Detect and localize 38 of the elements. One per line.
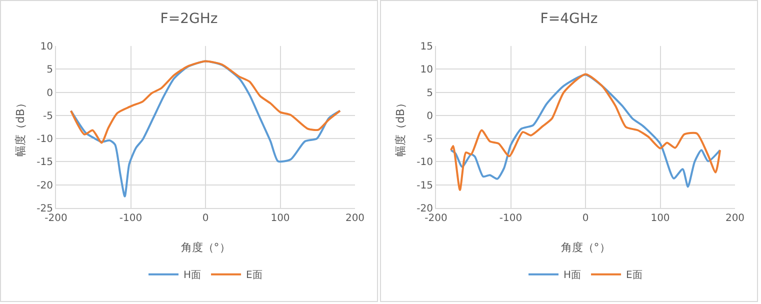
y-tick-label: 5: [46, 64, 53, 76]
y-tick-label: 10: [40, 42, 53, 52]
legend-label: E面: [246, 270, 262, 282]
y-tick-label: -10: [416, 157, 433, 168]
y-axis-title: 幅度（dB）: [14, 98, 27, 156]
y-tick-label: -20: [416, 204, 433, 214]
legend-label: H面: [184, 270, 202, 282]
x-tick-label: 100: [270, 213, 290, 224]
y-tick-label: 5: [426, 88, 433, 99]
y-tick-label: -10: [36, 134, 53, 146]
y-tick-label: -15: [36, 157, 53, 168]
chart-title: F=2GHz: [160, 10, 218, 27]
y-tick-label: -25: [36, 204, 53, 214]
x-axis-title: 角度（°）: [560, 241, 610, 254]
x-tick-label: -100: [119, 213, 142, 224]
y-tick-label: -15: [416, 180, 433, 192]
x-tick-label: -100: [499, 213, 522, 224]
x-tick-label: -200: [44, 213, 68, 224]
x-tick-label: 200: [345, 213, 365, 224]
x-tick-label: -200: [424, 213, 448, 224]
y-axis-title: 幅度（dB）: [394, 98, 407, 156]
line-series: [70, 60, 342, 198]
x-tick-label: 0: [202, 213, 209, 224]
y-tick-label: -5: [43, 110, 53, 122]
x-tick-label: 100: [650, 213, 670, 224]
legend-label: E面: [626, 270, 642, 282]
chart-title: F=4GHz: [540, 10, 598, 27]
y-tick-label: -5: [423, 134, 433, 146]
y-tick-label: 0: [46, 88, 53, 99]
line-series: [70, 60, 342, 144]
y-tick-label: -20: [36, 180, 53, 192]
x-axis-title: 角度（°）: [180, 241, 230, 254]
x-tick-label: 200: [725, 213, 745, 224]
x-tick-label: 0: [582, 213, 589, 224]
y-tick-label: 10: [420, 64, 433, 76]
y-tick-label: 15: [420, 42, 433, 52]
legend-label: H面: [564, 270, 582, 282]
y-tick-label: 0: [426, 110, 433, 122]
